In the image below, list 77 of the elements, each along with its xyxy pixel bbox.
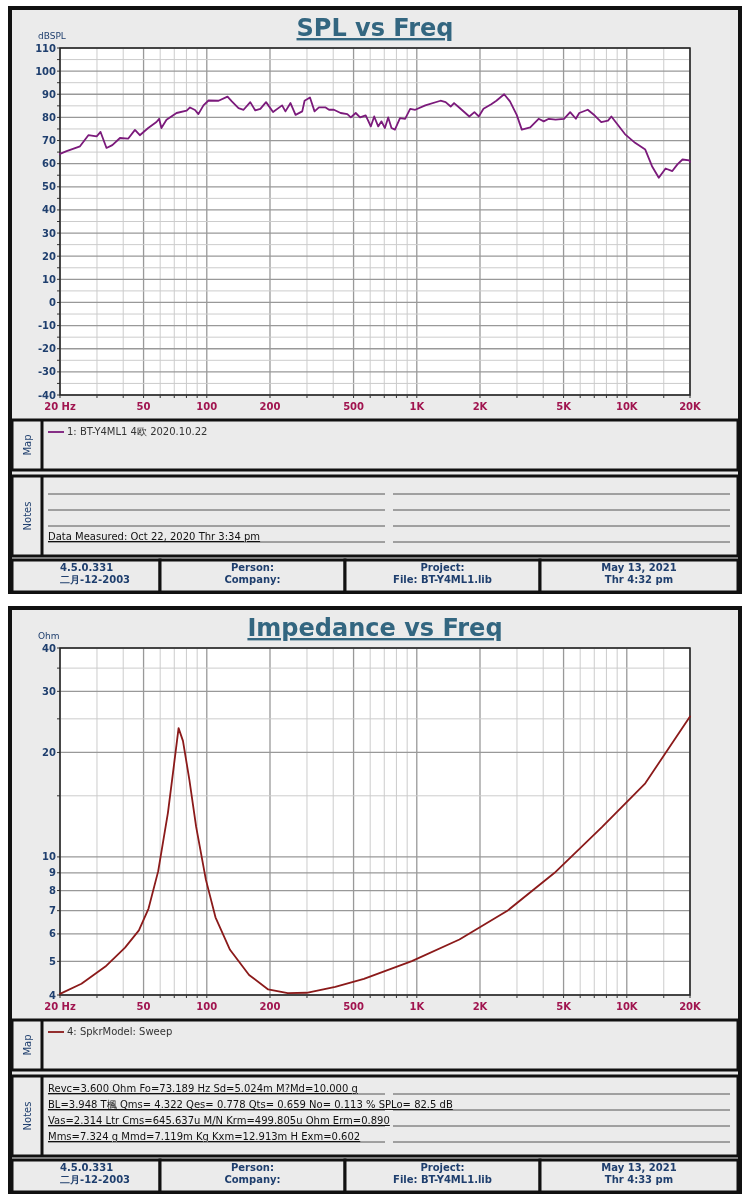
text: Company: (224, 1174, 281, 1185)
y-tick-label: 0 (49, 296, 57, 308)
x-tick-label: 20K (679, 1001, 703, 1012)
text: Notes (22, 501, 33, 531)
y-tick-label: -40 (37, 389, 57, 401)
y-tick-label: 20 (42, 746, 57, 758)
x-tick-label: 1K (409, 1001, 426, 1012)
x-tick-label: 200 (259, 401, 281, 412)
y-tick-label: 50 (42, 181, 57, 193)
text: Revc=3.600 Ohm Fo=73.189 Hz Sd=5.024m M?Md=10.000 g (48, 1083, 358, 1094)
text: BL=3.948 T楓 Qms= 4.322 Qes= 0.778 Qts= 0.659 No= 0.113 % SPLo= 82.5 dB (48, 1099, 453, 1110)
chart-title: Impedance vs Freq (247, 614, 503, 642)
y-tick-label: 30 (42, 227, 57, 239)
x-tick-label: 50 (136, 1001, 151, 1012)
y-tick-label: 40 (42, 204, 57, 216)
text: Project: (420, 562, 465, 573)
y-tick-label: 8 (49, 885, 57, 897)
text: Thr 4:33 pm (604, 1174, 674, 1185)
x-tick-label: 5K (556, 1001, 573, 1012)
y-tick-label: 30 (42, 685, 57, 697)
text: 二月-12-2003 (60, 574, 131, 585)
chart-title: SPL vs Freq (296, 14, 454, 42)
y-tick-label: 80 (42, 111, 57, 123)
text: Notes (22, 1101, 33, 1131)
text: May 13, 2021 (601, 1162, 677, 1173)
text: Data Measured: Oct 22, 2020 Thr 3:34 pm (48, 531, 261, 542)
x-tick-label: 500 (343, 1001, 365, 1012)
x-tick-label: 100 (196, 401, 218, 412)
text: File: BT-Y4ML1.lib (393, 1174, 492, 1185)
x-tick-label: 20 Hz (44, 1001, 76, 1012)
text: Vas=2.314 Ltr Cms=645.637u M/N Krm=499.805u Ohm Erm=0.890 (48, 1115, 390, 1126)
y-tick-label: -30 (37, 366, 57, 378)
y-axis-title: Ohm (38, 631, 60, 641)
y-tick-label: 40 (42, 642, 57, 654)
x-tick-label: 500 (343, 401, 365, 412)
x-tick-label: 20K (679, 401, 703, 412)
x-tick-label: 2K (472, 401, 489, 412)
text: Thr 4:32 pm (604, 574, 674, 585)
y-tick-label: -20 (37, 343, 57, 355)
y-tick-label: 9 (49, 867, 57, 879)
y-tick-label: 10 (42, 273, 57, 285)
x-tick-label: 200 (259, 1001, 281, 1012)
text: Person: (231, 1162, 274, 1173)
text: Person: (231, 562, 274, 573)
legend-label: 1: BT-Y4ML1 4欧 2020.10.22 (67, 426, 208, 437)
y-tick-label: 5 (49, 955, 57, 967)
text: 4.5.0.331 (60, 1162, 114, 1173)
x-tick-label: 100 (196, 1001, 218, 1012)
text: File: BT-Y4ML1.lib (393, 574, 492, 585)
y-tick-label: 10 (42, 851, 57, 863)
x-tick-label: 1K (409, 401, 426, 412)
text: Mms=7.324 g Mmd=7.119m Kg Kxm=12.913m H Exm=0.602 (48, 1131, 361, 1142)
y-tick-label: 7 (49, 905, 57, 917)
text: 二月-12-2003 (60, 1174, 131, 1185)
y-tick-label: 4 (49, 989, 57, 1001)
y-tick-label: 90 (42, 88, 57, 100)
legend-label: 4: SpkrModel: Sweep (67, 1026, 173, 1037)
text: Company: (224, 574, 281, 585)
y-tick-label: 110 (35, 42, 57, 54)
y-tick-label: -10 (37, 320, 57, 332)
y-tick-label: 60 (42, 158, 57, 170)
x-tick-label: 10K (615, 1001, 639, 1012)
x-tick-label: 50 (136, 401, 151, 412)
y-tick-label: 6 (49, 928, 57, 940)
x-tick-label: 5K (556, 401, 573, 412)
x-tick-label: 10K (615, 401, 639, 412)
text: 4.5.0.331 (60, 562, 114, 573)
y-axis-title: dBSPL (38, 31, 66, 41)
text: May 13, 2021 (601, 562, 677, 573)
x-tick-label: 2K (472, 1001, 489, 1012)
y-tick-label: 20 (42, 250, 57, 262)
text: Map (22, 1034, 33, 1056)
x-tick-label: 20 Hz (44, 401, 76, 412)
y-tick-label: 70 (42, 135, 57, 147)
text: Map (22, 434, 33, 456)
y-tick-label: 100 (35, 65, 57, 77)
text: Project: (420, 1162, 465, 1173)
